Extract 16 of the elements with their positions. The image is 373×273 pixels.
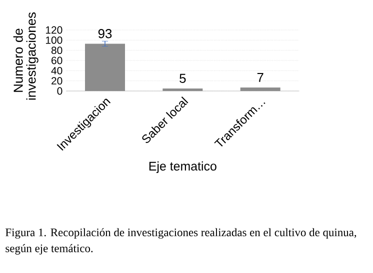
data-label: 93 <box>98 29 112 38</box>
y-axis-title: Numero de investigaciones <box>13 12 38 100</box>
y-tick-label: 20 <box>52 77 62 85</box>
y-tick-label: 120 <box>46 26 62 34</box>
y-tick-label: 100 <box>46 36 62 44</box>
data-label: 5 <box>180 74 186 83</box>
y-tick-label: 80 <box>51 46 62 54</box>
data-label: 7 <box>257 73 264 82</box>
y-tick-label: 60 <box>52 56 62 64</box>
y-tick-label: 40 <box>51 66 62 74</box>
bar <box>162 88 203 91</box>
bar <box>85 44 125 91</box>
x-axis-title: Eje tematico <box>149 161 216 174</box>
text: Figura 1. Recopilación de investigaciones realizadas en el cultivo de quinua, según eje temático. <box>6 228 356 255</box>
y-tick-label: 0 <box>57 87 62 95</box>
bar <box>240 87 280 91</box>
